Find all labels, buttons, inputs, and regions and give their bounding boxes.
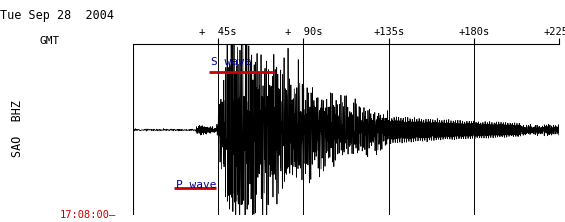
Text: Tue Sep 28  2004: Tue Sep 28 2004: [0, 9, 114, 22]
Text: S wave: S wave: [211, 57, 251, 67]
Text: 17:08:00—: 17:08:00—: [59, 210, 116, 220]
Text: GMT: GMT: [40, 36, 60, 46]
Text: SAO  BHZ: SAO BHZ: [11, 100, 24, 157]
Text: P wave: P wave: [176, 180, 217, 190]
